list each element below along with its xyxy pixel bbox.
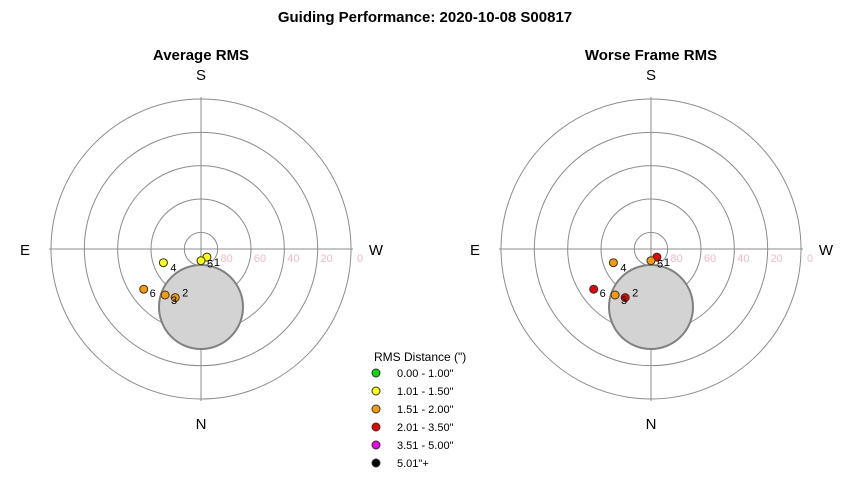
legend-label: 2.01 - 3.50" bbox=[397, 422, 454, 434]
point-label: 5 bbox=[657, 259, 663, 271]
point-label: 1 bbox=[214, 257, 220, 269]
legend-swatch bbox=[371, 368, 381, 378]
data-point bbox=[158, 258, 168, 268]
point-label: 2 bbox=[182, 288, 188, 300]
point-label: 3 bbox=[621, 295, 627, 307]
data-point bbox=[160, 290, 170, 300]
legend-label: 1.51 - 2.00" bbox=[397, 404, 454, 416]
data-point bbox=[608, 258, 618, 268]
rms-legend: RMS Distance (") 0.00 - 1.00" 1.01 - 1.50"… bbox=[371, 350, 466, 470]
direction-label-left: E bbox=[20, 242, 30, 259]
legend-label: 5.01"+ bbox=[397, 458, 429, 470]
direction-label-bottom: N bbox=[196, 416, 207, 433]
altitude-tick-label: 80 bbox=[671, 253, 683, 265]
direction-label-right: W bbox=[369, 242, 384, 259]
altitude-tick-label: 60 bbox=[254, 253, 266, 265]
data-point bbox=[646, 256, 656, 266]
direction-label-top: S bbox=[196, 67, 206, 84]
main-title: Guiding Performance: 2020-10-08 S00817 bbox=[277, 9, 573, 26]
legend-swatch bbox=[371, 422, 381, 432]
legend-label: 1.01 - 1.50" bbox=[397, 386, 454, 398]
altitude-tick-label: 40 bbox=[737, 253, 749, 265]
direction-label-top: S bbox=[646, 67, 656, 84]
legend-swatch bbox=[371, 458, 381, 468]
legend-swatch bbox=[371, 440, 381, 450]
altitude-tick-label: 80 bbox=[221, 253, 233, 265]
data-point bbox=[196, 256, 206, 266]
point-label: 6 bbox=[150, 288, 156, 300]
point-label: 4 bbox=[620, 263, 626, 275]
direction-label-right: W bbox=[819, 242, 834, 259]
altitude-tick-label: 0 bbox=[807, 253, 813, 265]
point-label: 5 bbox=[207, 259, 213, 271]
direction-label-left: E bbox=[470, 242, 480, 259]
direction-label-bottom: N bbox=[646, 416, 657, 433]
point-label: 6 bbox=[600, 288, 606, 300]
point-label: 4 bbox=[170, 263, 176, 275]
data-point bbox=[620, 293, 630, 303]
panel-title: Average RMS bbox=[153, 47, 249, 64]
point-label: 3 bbox=[171, 295, 177, 307]
excluded-zone bbox=[158, 264, 244, 350]
data-point bbox=[610, 290, 620, 300]
altitude-tick-label: 0 bbox=[357, 253, 363, 265]
legend-swatch bbox=[371, 386, 381, 396]
altitude-tick-label: 40 bbox=[287, 253, 299, 265]
panel-title: Worse Frame RMS bbox=[585, 47, 717, 64]
altitude-tick-label: 60 bbox=[704, 253, 716, 265]
altitude-tick-label: 20 bbox=[321, 253, 333, 265]
legend-label: 0.00 - 1.00" bbox=[397, 368, 454, 380]
data-point bbox=[589, 284, 599, 294]
altitude-tick-label: 20 bbox=[771, 253, 783, 265]
legend-swatch bbox=[371, 404, 381, 414]
legend-title: RMS Distance (") bbox=[374, 350, 466, 364]
data-point bbox=[170, 293, 180, 303]
excluded-zone bbox=[608, 264, 694, 350]
point-label: 2 bbox=[632, 288, 638, 300]
legend-label: 3.51 - 5.00" bbox=[397, 440, 454, 452]
data-point bbox=[139, 284, 149, 294]
point-label: 1 bbox=[664, 257, 670, 269]
